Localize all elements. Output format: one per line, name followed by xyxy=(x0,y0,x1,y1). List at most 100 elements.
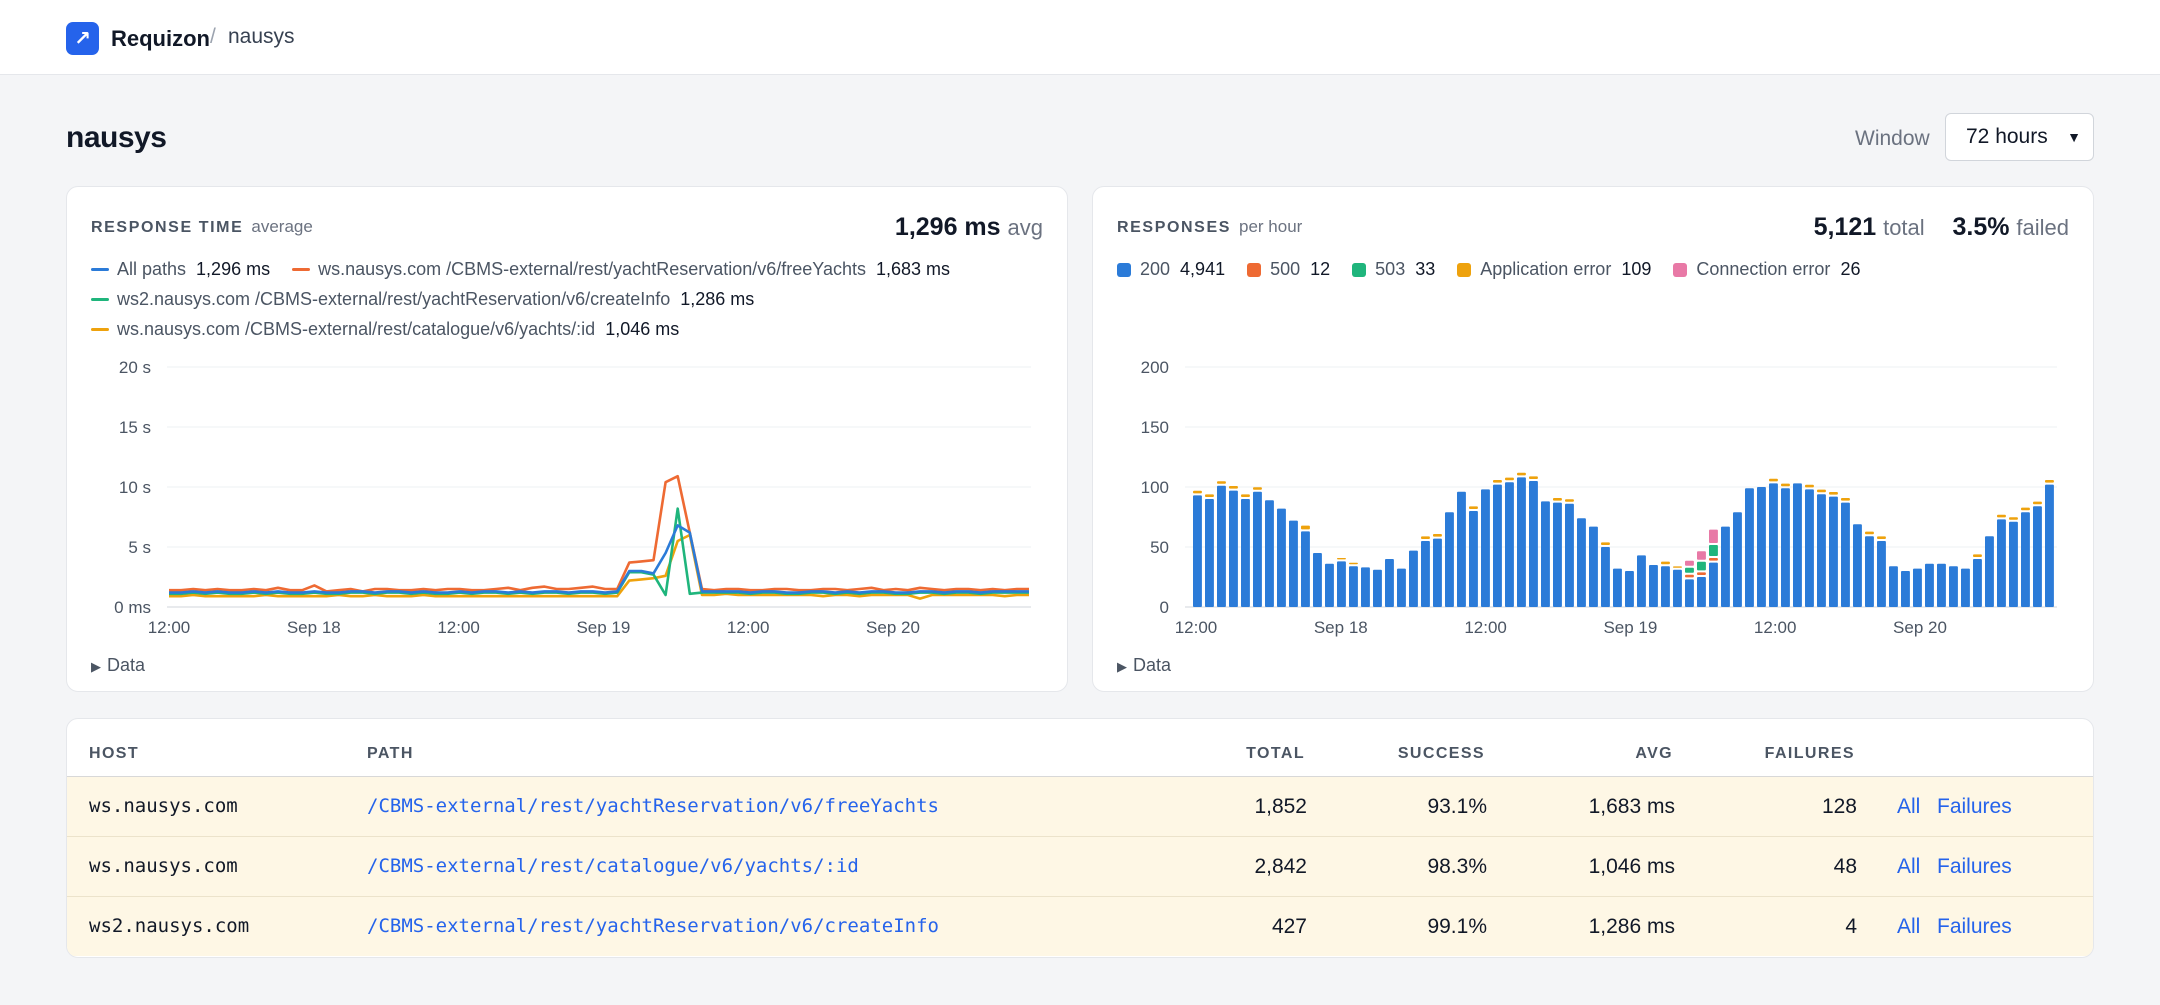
bar-segment xyxy=(1673,569,1682,607)
bar-segment xyxy=(1685,579,1694,607)
bar-segment xyxy=(1781,488,1790,607)
bar-segment xyxy=(1301,531,1310,607)
bar-segment xyxy=(1865,531,1874,535)
failures-cell: 128 xyxy=(1821,795,1857,818)
brand-logo-icon[interactable]: ↗ xyxy=(66,22,99,55)
column-header-host: HOST xyxy=(89,745,140,762)
bar-segment xyxy=(1385,559,1394,607)
success-cell: 98.3% xyxy=(1427,855,1487,878)
bar-segment xyxy=(1817,489,1826,493)
path-link[interactable]: /CBMS-external/rest/yachtReservation/v6/… xyxy=(367,915,939,937)
bar-segment xyxy=(1349,562,1358,565)
brand-link[interactable]: Requizon xyxy=(111,26,210,51)
bar-segment xyxy=(1277,508,1286,607)
responses-failed-unit: failed xyxy=(2016,215,2069,240)
all-link[interactable]: All xyxy=(1897,855,1921,878)
response-time-subtitle: average xyxy=(251,217,313,236)
bar-segment xyxy=(1829,492,1838,495)
legend-swatch xyxy=(1247,262,1262,277)
window-select[interactable]: 72 hours ▼ xyxy=(1945,113,2094,161)
column-header-path: PATH xyxy=(367,745,414,762)
endpoints-table: HOST PATH TOTAL SUCCESS AVG FAILURES ws.… xyxy=(66,718,2094,958)
x-tick-label: Sep 20 xyxy=(1893,618,1947,637)
bar-segment xyxy=(1769,478,1778,482)
legend-item[interactable]: ws.nausys.com /CBMS-external/rest/catalo… xyxy=(91,319,679,340)
series-line xyxy=(169,533,1029,600)
column-header-success: SUCCESS xyxy=(1397,745,1485,762)
y-tick-label: 0 ms xyxy=(114,598,151,617)
legend-item[interactable]: ws2.nausys.com /CBMS-external/rest/yacht… xyxy=(91,289,754,310)
breadcrumb-separator: / xyxy=(210,25,216,48)
legend-item[interactable]: ws.nausys.com /CBMS-external/rest/yachtR… xyxy=(292,259,950,280)
bar-segment xyxy=(1757,487,1766,607)
bar-segment xyxy=(1565,503,1574,607)
bar-segment xyxy=(1193,495,1202,607)
legend-item[interactable]: 500 12 xyxy=(1247,259,1330,280)
bar-segment xyxy=(1421,541,1430,607)
bar-segment xyxy=(1877,541,1886,607)
legend-swatch xyxy=(292,268,311,271)
y-tick-label: 15 s xyxy=(119,418,151,437)
legend-item[interactable]: Connection error 26 xyxy=(1673,259,1860,280)
bar-segment xyxy=(1805,484,1814,488)
response-time-data-toggle[interactable]: ▶ Data xyxy=(91,655,146,675)
bar-segment xyxy=(1517,472,1526,476)
bar-segment xyxy=(1829,496,1838,607)
host-cell: ws.nausys.com xyxy=(89,795,238,817)
bar-segment xyxy=(1781,483,1790,487)
bar-segment xyxy=(1253,491,1262,607)
bar-segment xyxy=(1337,558,1346,560)
bar-segment xyxy=(1793,483,1802,607)
y-tick-label: 50 xyxy=(1150,538,1169,557)
bar-segment xyxy=(1997,514,2006,518)
bar-segment xyxy=(1721,526,1730,607)
bar-segment xyxy=(1697,551,1706,560)
bar-segment xyxy=(1229,486,1238,489)
bar-segment xyxy=(1697,572,1706,575)
total-cell: 427 xyxy=(1271,915,1307,938)
failures-link[interactable]: Failures xyxy=(1937,915,2012,938)
x-tick-label: Sep 19 xyxy=(1603,618,1657,637)
legend-item[interactable]: 200 4,941 xyxy=(1117,259,1225,280)
bar-segment xyxy=(1925,563,1934,607)
legend-item[interactable]: All paths 1,296 ms xyxy=(91,259,270,280)
failures-link[interactable]: Failures xyxy=(1937,795,2012,818)
table-row: ws.nausys.com /CBMS-external/rest/yachtR… xyxy=(67,776,2093,836)
legend-item[interactable]: Application error 109 xyxy=(1457,259,1651,280)
all-link[interactable]: All xyxy=(1897,795,1921,818)
bar-segment xyxy=(1637,555,1646,607)
all-link[interactable]: All xyxy=(1897,915,1921,938)
failures-link[interactable]: Failures xyxy=(1937,855,2012,878)
bar-segment xyxy=(1565,499,1574,502)
bar-segment xyxy=(1601,542,1610,545)
bar-segment xyxy=(1709,562,1718,607)
responses-failed-value: 3.5% xyxy=(1952,213,2010,241)
responses-data-toggle[interactable]: ▶ Data xyxy=(1117,655,1172,675)
bar-segment xyxy=(1457,491,1466,607)
bar-segment xyxy=(1685,560,1694,566)
y-tick-label: 0 xyxy=(1160,598,1169,617)
legend-swatch xyxy=(1457,262,1472,277)
page-title: nausys xyxy=(66,121,167,154)
bar-segment xyxy=(1289,520,1298,607)
bar-segment xyxy=(1877,536,1886,539)
bar-segment xyxy=(1265,500,1274,607)
path-link[interactable]: /CBMS-external/rest/yachtReservation/v6/… xyxy=(367,795,939,817)
bar-segment xyxy=(1949,566,1958,607)
host-cell: ws2.nausys.com xyxy=(89,915,250,937)
bar-segment xyxy=(1241,494,1250,497)
bar-segment xyxy=(1361,567,1370,607)
bar-segment xyxy=(1733,512,1742,607)
bar-segment xyxy=(1709,529,1718,543)
responses-chart: 0 50 100 150 200 12:00 Sep 18 12:00 Sep 19 12:00 S… xyxy=(1141,358,2057,637)
column-header-failures: FAILURES xyxy=(1764,745,1855,762)
bar-segment xyxy=(1745,488,1754,607)
bar-segment xyxy=(1889,566,1898,607)
bar-segment xyxy=(1469,511,1478,607)
legend-item[interactable]: 503 33 xyxy=(1352,259,1435,280)
path-link[interactable]: /CBMS-external/rest/catalogue/v6/yachts/… xyxy=(367,855,859,877)
bar-segment xyxy=(1937,563,1946,607)
legend-swatch xyxy=(1117,262,1131,277)
x-tick-label: 12:00 xyxy=(1175,618,1218,637)
legend-row: 200 4,941 500 12 503 33 Application error 10… xyxy=(1117,259,1882,280)
